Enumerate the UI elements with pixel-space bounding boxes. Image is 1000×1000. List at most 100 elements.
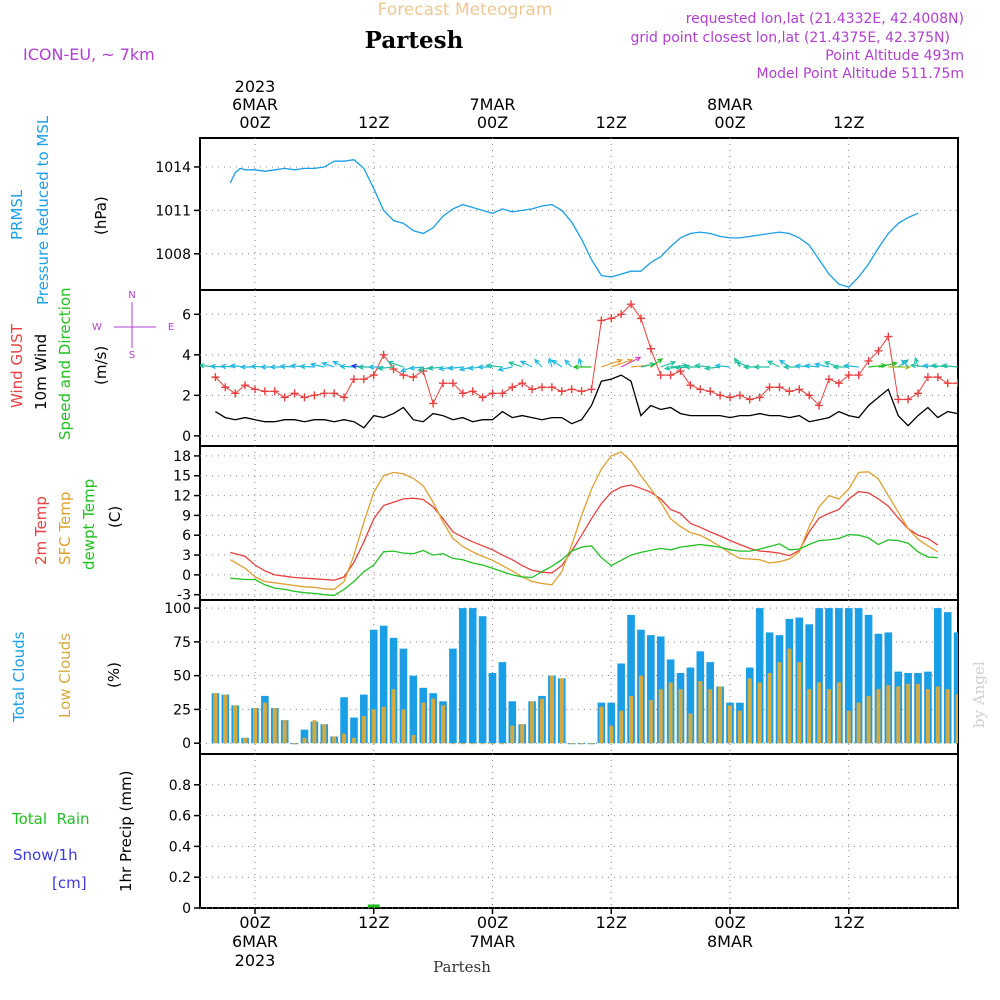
wind-direction-arrow	[601, 358, 624, 368]
temp2m-label: 2m Temp	[32, 496, 50, 565]
low-cloud-bar	[371, 709, 376, 744]
bottom-time-label: 12Z	[833, 913, 864, 932]
low-cloud-bar	[836, 682, 841, 744]
low-cloud-bar	[559, 678, 564, 744]
low-cloud-bar	[322, 724, 327, 744]
sfc-temp-label: SFC Temp	[56, 492, 74, 565]
gust-point	[280, 393, 289, 402]
temperature-ytick-label: 3	[182, 548, 191, 564]
station-title: Partesh	[365, 27, 464, 54]
low-cloud-bar	[450, 743, 455, 745]
temperature-ytick-label: 18	[173, 449, 191, 465]
wind-direction-arrow	[485, 363, 503, 369]
top-time-label: 00Z	[714, 113, 745, 132]
gust-point	[260, 387, 269, 396]
total-clouds-label: Total Clouds	[10, 631, 28, 723]
gust-point	[320, 389, 329, 398]
total-cloud-bar	[874, 633, 883, 744]
snow-label: Snow/1h	[13, 846, 78, 864]
gust-point	[745, 395, 754, 404]
temp-ylabel: (C)	[106, 506, 124, 528]
temperature-ytick-label: 9	[182, 508, 191, 524]
gust-line	[215, 303, 958, 407]
temperature-ytick-label: -3	[177, 588, 191, 604]
low-cloud-bar	[539, 698, 544, 744]
low-cloud-bar	[589, 743, 594, 745]
temperature-plot	[229, 451, 939, 597]
gust-point	[755, 393, 764, 402]
gust-point	[824, 375, 833, 384]
low-clouds-label: Low Clouds	[56, 633, 74, 718]
wind-direction-arrow	[620, 356, 642, 368]
low-cloud-bar	[213, 693, 218, 744]
snow-unit-label: [cm]	[52, 874, 87, 892]
precipitation-frame	[199, 753, 959, 909]
temperature-ytick-label: 12	[173, 489, 191, 505]
gust-point	[844, 371, 853, 380]
low-cloud-bar	[272, 708, 277, 744]
temperature-ytick-label: 15	[173, 469, 191, 485]
low-cloud-bar	[381, 706, 386, 744]
wind-direction-arrow	[782, 364, 800, 370]
wind-plot	[200, 300, 958, 429]
low-cloud-bar	[876, 689, 881, 744]
wind-ytick-label: 0	[182, 429, 191, 445]
low-cloud-bar	[658, 689, 663, 744]
gust-point	[923, 373, 932, 382]
clouds-ytick-label: 0	[182, 736, 191, 752]
wind-direction-arrow	[735, 361, 750, 368]
pressure-line	[229, 159, 919, 288]
total-cloud-bar	[854, 608, 863, 744]
gust-point	[696, 385, 705, 394]
rain-label: Total Rain	[11, 810, 90, 828]
total-cloud-bar	[617, 663, 625, 744]
pressure-label-2: Pressure Reduced to MSL	[34, 115, 52, 305]
gust-point	[518, 379, 527, 388]
low-cloud-bar	[490, 743, 495, 745]
wind-direction-arrow	[547, 357, 554, 368]
low-cloud-bar	[361, 716, 366, 744]
low-cloud-bar	[925, 689, 930, 744]
bottom-year-label: 2023	[235, 951, 276, 970]
total-cloud-bar	[647, 635, 655, 744]
wind-direction-arrow	[299, 363, 315, 370]
top-date-label: 7MAR	[469, 95, 515, 114]
total-cloud-bar	[468, 608, 477, 744]
wind-direction-arrow	[650, 358, 664, 368]
pressure-label-1: PRMSL	[8, 189, 26, 240]
wind-direction-arrow	[714, 363, 731, 369]
low-cloud-bar	[569, 743, 574, 745]
gust-point	[251, 385, 259, 394]
compass-w: W	[92, 322, 102, 333]
gust-point	[369, 371, 378, 380]
wind-direction-arrow	[408, 365, 424, 371]
low-cloud-bar	[460, 743, 465, 745]
low-cloud-bar	[966, 712, 970, 743]
pressure-ylabel: (hPa)	[92, 196, 110, 235]
wind-direction-arrow	[387, 360, 404, 368]
gust-point	[537, 383, 546, 392]
bottom-time-label: 12Z	[596, 913, 627, 932]
gust-point	[716, 391, 725, 400]
precip-ylabel: 1hr Precip (mm)	[117, 771, 135, 892]
low-cloud-bar	[767, 672, 772, 744]
low-cloud-bar	[421, 702, 426, 744]
wind-direction-arrow	[778, 359, 790, 368]
clouds-ytick-label: 75	[173, 635, 191, 651]
gust-point	[340, 393, 349, 402]
top-time-label: 00Z	[477, 113, 508, 132]
top-date-label: 8MAR	[707, 95, 753, 114]
clouds-ytick-label: 100	[164, 601, 191, 617]
compass-s: S	[129, 350, 135, 361]
wind-labels: Wind GUST 10m Wind Speed and Direction (…	[8, 287, 174, 440]
total-cloud-bar	[449, 648, 457, 744]
total-cloud-bar	[835, 608, 843, 744]
gust-point	[211, 373, 220, 382]
wind-direction-arrow	[564, 359, 573, 368]
wind-direction-arrow	[922, 363, 938, 369]
gust-point	[241, 381, 250, 390]
precip-labels: Total Rain Snow/1h [cm] 1hr Precip (mm)	[11, 771, 135, 892]
footer-station: Partesh	[433, 958, 491, 976]
low-cloud-bar	[253, 708, 257, 744]
compass-n: N	[128, 290, 135, 301]
